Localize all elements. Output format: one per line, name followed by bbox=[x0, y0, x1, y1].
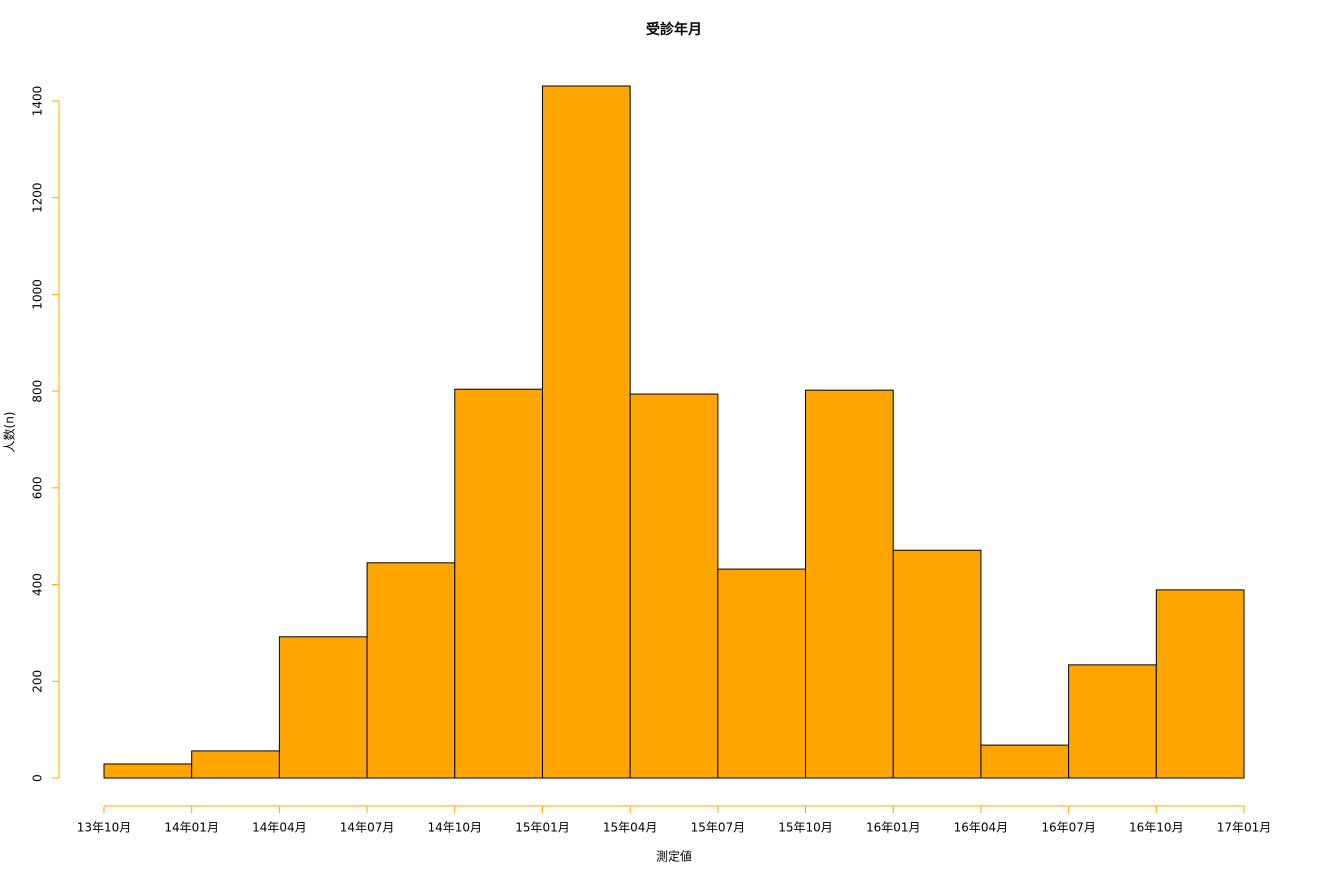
x-axis-label: 測定値 bbox=[656, 849, 692, 864]
bar bbox=[278, 636, 368, 779]
x-tick-label: 15年04月 bbox=[603, 821, 658, 835]
bar bbox=[366, 562, 456, 779]
x-tick-label: 15年10月 bbox=[778, 821, 833, 835]
bar bbox=[980, 744, 1070, 779]
bar bbox=[191, 750, 280, 779]
bar bbox=[892, 549, 982, 779]
y-tick-label: 200 bbox=[31, 670, 45, 693]
chart-title: 受診年月 bbox=[646, 21, 702, 38]
y-tick-label: 600 bbox=[31, 476, 45, 499]
y-tick-label: 1000 bbox=[31, 279, 45, 310]
bar bbox=[103, 763, 193, 779]
bar bbox=[629, 393, 719, 779]
x-tick-label: 14年07月 bbox=[340, 821, 395, 835]
bar bbox=[1155, 589, 1245, 779]
x-tick-label: 15年07月 bbox=[691, 821, 746, 835]
y-tick-label: 1400 bbox=[31, 86, 45, 117]
bar bbox=[454, 388, 543, 779]
y-tick-label: 0 bbox=[31, 774, 45, 782]
x-tick-label: 17年01月 bbox=[1217, 821, 1272, 835]
x-tick-label: 13年10月 bbox=[77, 821, 132, 835]
bar bbox=[717, 568, 807, 779]
bar bbox=[541, 85, 631, 779]
x-tick-label: 16年04月 bbox=[954, 821, 1009, 835]
x-tick-label: 15年01月 bbox=[515, 821, 570, 835]
x-tick-label: 14年01月 bbox=[164, 821, 219, 835]
x-tick-label: 16年10月 bbox=[1129, 821, 1184, 835]
x-tick-label: 14年10月 bbox=[427, 821, 482, 835]
y-axis-label: 人数(n) bbox=[2, 412, 17, 453]
x-tick-label: 14年04月 bbox=[252, 821, 307, 835]
bar bbox=[805, 389, 894, 779]
y-tick-label: 1200 bbox=[31, 182, 45, 213]
y-tick-label: 400 bbox=[31, 573, 45, 596]
x-tick-label: 16年01月 bbox=[866, 821, 921, 835]
y-tick-label: 800 bbox=[31, 380, 45, 403]
bar bbox=[1068, 664, 1157, 779]
x-tick-label: 16年07月 bbox=[1041, 821, 1096, 835]
